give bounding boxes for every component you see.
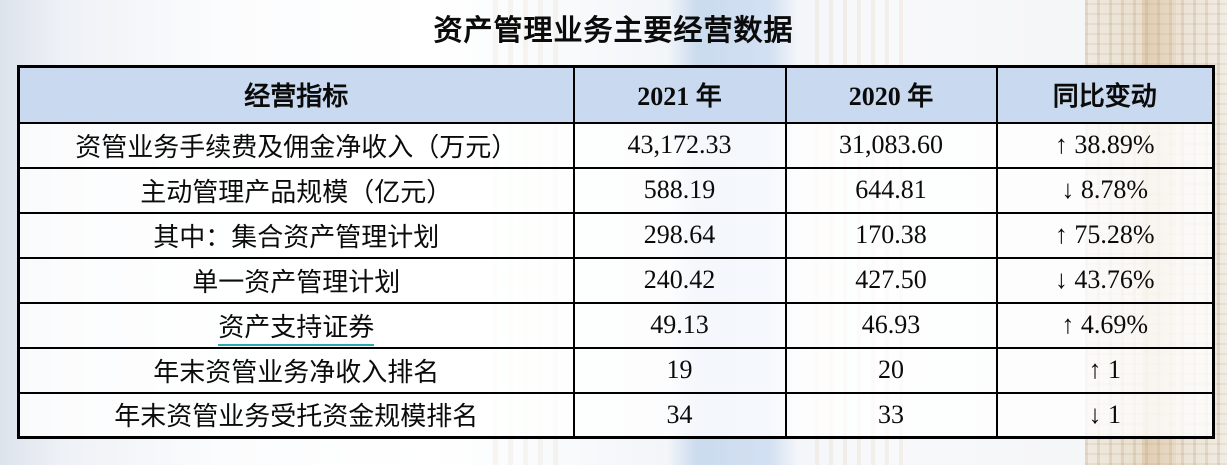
indicator-cell: 主动管理产品规模（亿元） (17, 166, 575, 214)
value-2020-cell: 170.38 (784, 211, 998, 259)
table-row: 单一资产管理计划 240.42 427.50 ↓ 43.76% (17, 256, 1215, 304)
table-row: 资产支持证券 49.13 46.93 ↑ 4.69% (17, 301, 1215, 349)
change-cell: ↑ 38.89% (995, 121, 1215, 169)
value-2020-cell: 427.50 (784, 256, 998, 304)
change-cell: ↑ 1 (995, 346, 1215, 394)
value-2021-cell: 49.13 (572, 301, 787, 349)
value-2021-cell: 19 (572, 346, 787, 394)
asset-management-data-table: 经营指标 2021 年 2020 年 同比变动 资管业务手续费及佣金净收入（万元… (17, 65, 1215, 439)
indicator-label: 年末资管业务净收入排名 (153, 357, 440, 387)
indicator-label: 主动管理产品规模（亿元） (140, 177, 453, 207)
indicator-cell: 年末资管业务受托资金规模排名 (17, 391, 575, 439)
indicator-label: 单一资产管理计划 (192, 267, 401, 297)
value-2020-cell: 33 (784, 391, 998, 439)
indicator-cell: 其中：集合资产管理计划 (17, 211, 575, 259)
change-cell: ↓ 8.78% (995, 166, 1215, 214)
indicator-cell: 资产支持证券 (17, 301, 575, 349)
table-row: 其中：集合资产管理计划 298.64 170.38 ↑ 75.28% (17, 211, 1215, 259)
header-year-2021: 2021 年 (572, 65, 787, 124)
value-2021-cell: 34 (572, 391, 787, 439)
indicator-label: 其中：集合资产管理计划 (153, 222, 440, 252)
header-row: 经营指标 2021 年 2020 年 同比变动 (17, 65, 1215, 124)
value-2021-cell: 588.19 (572, 166, 787, 214)
indicator-cell: 单一资产管理计划 (17, 256, 575, 304)
value-2020-cell: 46.93 (784, 301, 998, 349)
header-yoy-change: 同比变动 (995, 65, 1215, 124)
change-cell: ↓ 43.76% (995, 256, 1215, 304)
change-cell: ↑ 75.28% (995, 211, 1215, 259)
header-year-2020: 2020 年 (784, 65, 998, 124)
indicator-cell: 资管业务手续费及佣金净收入（万元） (17, 121, 575, 169)
value-2020-cell: 20 (784, 346, 998, 394)
table-row: 主动管理产品规模（亿元） 588.19 644.81 ↓ 8.78% (17, 166, 1215, 214)
table-row: 资管业务手续费及佣金净收入（万元） 43,172.33 31,083.60 ↑ … (17, 121, 1215, 169)
header-indicator: 经营指标 (17, 65, 575, 124)
change-cell: ↑ 4.69% (995, 301, 1215, 349)
value-2021-cell: 298.64 (572, 211, 787, 259)
indicator-label: 资产支持证券 (218, 312, 375, 346)
indicator-cell: 年末资管业务净收入排名 (17, 346, 575, 394)
indicator-label: 年末资管业务受托资金规模排名 (114, 402, 479, 432)
value-2021-cell: 43,172.33 (572, 121, 787, 169)
table-title: 资产管理业务主要经营数据 (433, 15, 794, 47)
change-cell: ↓ 1 (995, 391, 1215, 439)
value-2020-cell: 644.81 (784, 166, 998, 214)
value-2021-cell: 240.42 (572, 256, 787, 304)
indicator-label: 资管业务手续费及佣金净收入（万元） (75, 132, 518, 162)
table-row: 年末资管业务受托资金规模排名 34 33 ↓ 1 (17, 391, 1215, 439)
table-row: 年末资管业务净收入排名 19 20 ↑ 1 (17, 346, 1215, 394)
value-2020-cell: 31,083.60 (784, 121, 998, 169)
